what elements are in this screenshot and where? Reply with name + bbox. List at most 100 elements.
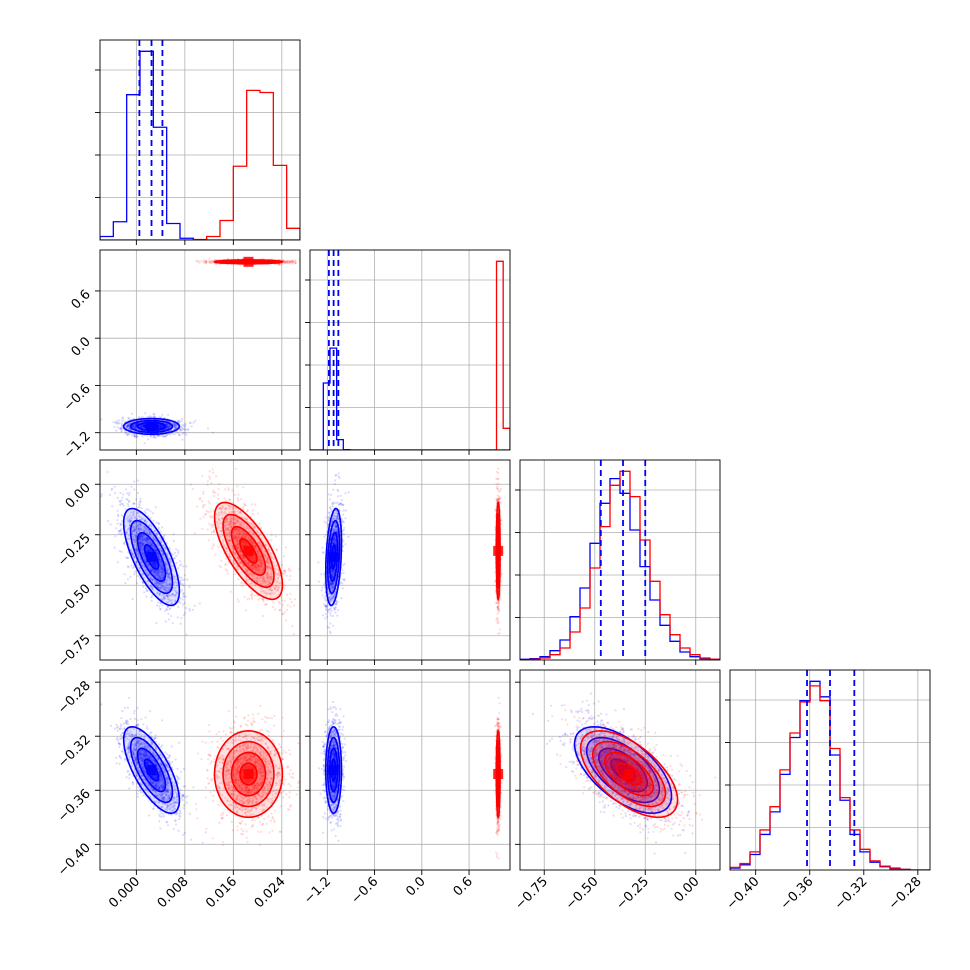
- sample-point: [157, 553, 160, 556]
- sample-point: [160, 567, 163, 570]
- density-contour: [122, 417, 181, 436]
- sample-point: [139, 544, 142, 547]
- sample-point: [156, 551, 159, 554]
- sample-point: [230, 517, 233, 520]
- sample-point: [128, 422, 131, 425]
- sample-point: [161, 576, 164, 579]
- sample-point: [118, 419, 121, 422]
- sample-point: [159, 537, 162, 540]
- sample-point: [165, 423, 168, 426]
- sample-point: [152, 436, 155, 439]
- sample-point: [132, 529, 135, 532]
- sample-point: [133, 426, 136, 429]
- sample-point: [134, 425, 137, 428]
- sample-point: [287, 259, 290, 262]
- sample-point: [146, 537, 149, 540]
- sample-point: [272, 601, 275, 604]
- sample-point: [226, 561, 230, 564]
- sample-point: [125, 488, 128, 491]
- sample-point: [270, 576, 273, 579]
- sample-point: [266, 566, 269, 569]
- sample-point: [222, 539, 225, 542]
- sample-point: [149, 543, 152, 546]
- sample-point: [180, 425, 183, 428]
- sample-point: [175, 426, 178, 430]
- sample-point: [155, 549, 158, 552]
- sample-point: [141, 538, 144, 541]
- sample-point: [139, 537, 142, 541]
- sample-point: [251, 563, 254, 566]
- sample-point: [257, 571, 260, 574]
- sample-point: [158, 586, 161, 590]
- sample-point: [262, 575, 265, 578]
- sample-point: [135, 536, 138, 539]
- sample-point: [107, 519, 110, 523]
- sample-point: [161, 526, 164, 529]
- sample-point: [247, 563, 250, 567]
- sample-point: [149, 576, 152, 580]
- sample-point: [136, 532, 139, 535]
- sample-point: [284, 261, 287, 265]
- sample-point: [141, 416, 144, 419]
- sample-point: [119, 426, 122, 430]
- sample-point: [121, 429, 124, 432]
- sample-point: [233, 517, 236, 520]
- sample-point: [139, 518, 142, 522]
- sample-point: [178, 420, 181, 423]
- sample-point: [251, 563, 254, 567]
- sample-point: [156, 604, 159, 607]
- sample-point: [275, 572, 278, 576]
- sample-point: [158, 424, 161, 427]
- sample-point: [160, 424, 163, 427]
- sample-point: [278, 263, 281, 266]
- sample-point: [251, 525, 254, 528]
- sample-point: [258, 568, 261, 571]
- sample-point: [156, 592, 159, 595]
- sample-point: [158, 434, 161, 437]
- sample-point: [134, 521, 137, 524]
- sample-point: [157, 582, 161, 586]
- sample-point: [130, 564, 133, 567]
- sample-point: [205, 261, 208, 264]
- sample-point: [134, 534, 137, 537]
- sample-point: [126, 423, 129, 426]
- sample-point: [234, 527, 237, 530]
- sample-point: [238, 532, 241, 535]
- sample-point: [144, 558, 147, 562]
- density-contour: [129, 519, 174, 595]
- sample-point: [254, 503, 257, 506]
- sample-point: [119, 427, 122, 430]
- sample-point: [149, 575, 152, 578]
- sample-point: [135, 423, 138, 426]
- sample-point: [134, 423, 137, 426]
- sample-point: [167, 423, 170, 427]
- sample-point: [250, 573, 253, 577]
- sample-point: [251, 592, 254, 595]
- sample-point: [156, 552, 159, 555]
- sample-point: [119, 522, 122, 525]
- sample-point: [263, 579, 266, 583]
- sample-point: [227, 528, 230, 531]
- sample-point: [153, 570, 156, 574]
- sample-point: [133, 540, 136, 544]
- sample-point: [132, 425, 135, 428]
- sample-point: [157, 569, 160, 572]
- sample-point: [119, 528, 122, 531]
- sample-point: [264, 591, 267, 594]
- sample-point: [162, 535, 165, 538]
- sample-point: [240, 561, 243, 564]
- sample-point: [144, 520, 147, 523]
- sample-point: [159, 416, 163, 419]
- sample-point: [236, 485, 239, 488]
- sample-point: [268, 582, 271, 585]
- sample-point: [122, 493, 125, 496]
- sample-point: [141, 424, 144, 427]
- sample-point: [126, 424, 130, 428]
- sample-point: [126, 492, 129, 495]
- sample-point: [141, 552, 144, 555]
- sample-point: [156, 573, 159, 576]
- sample-point: [131, 425, 134, 428]
- sample-point: [170, 599, 173, 602]
- sample-point: [116, 561, 119, 564]
- sample-point: [163, 597, 166, 600]
